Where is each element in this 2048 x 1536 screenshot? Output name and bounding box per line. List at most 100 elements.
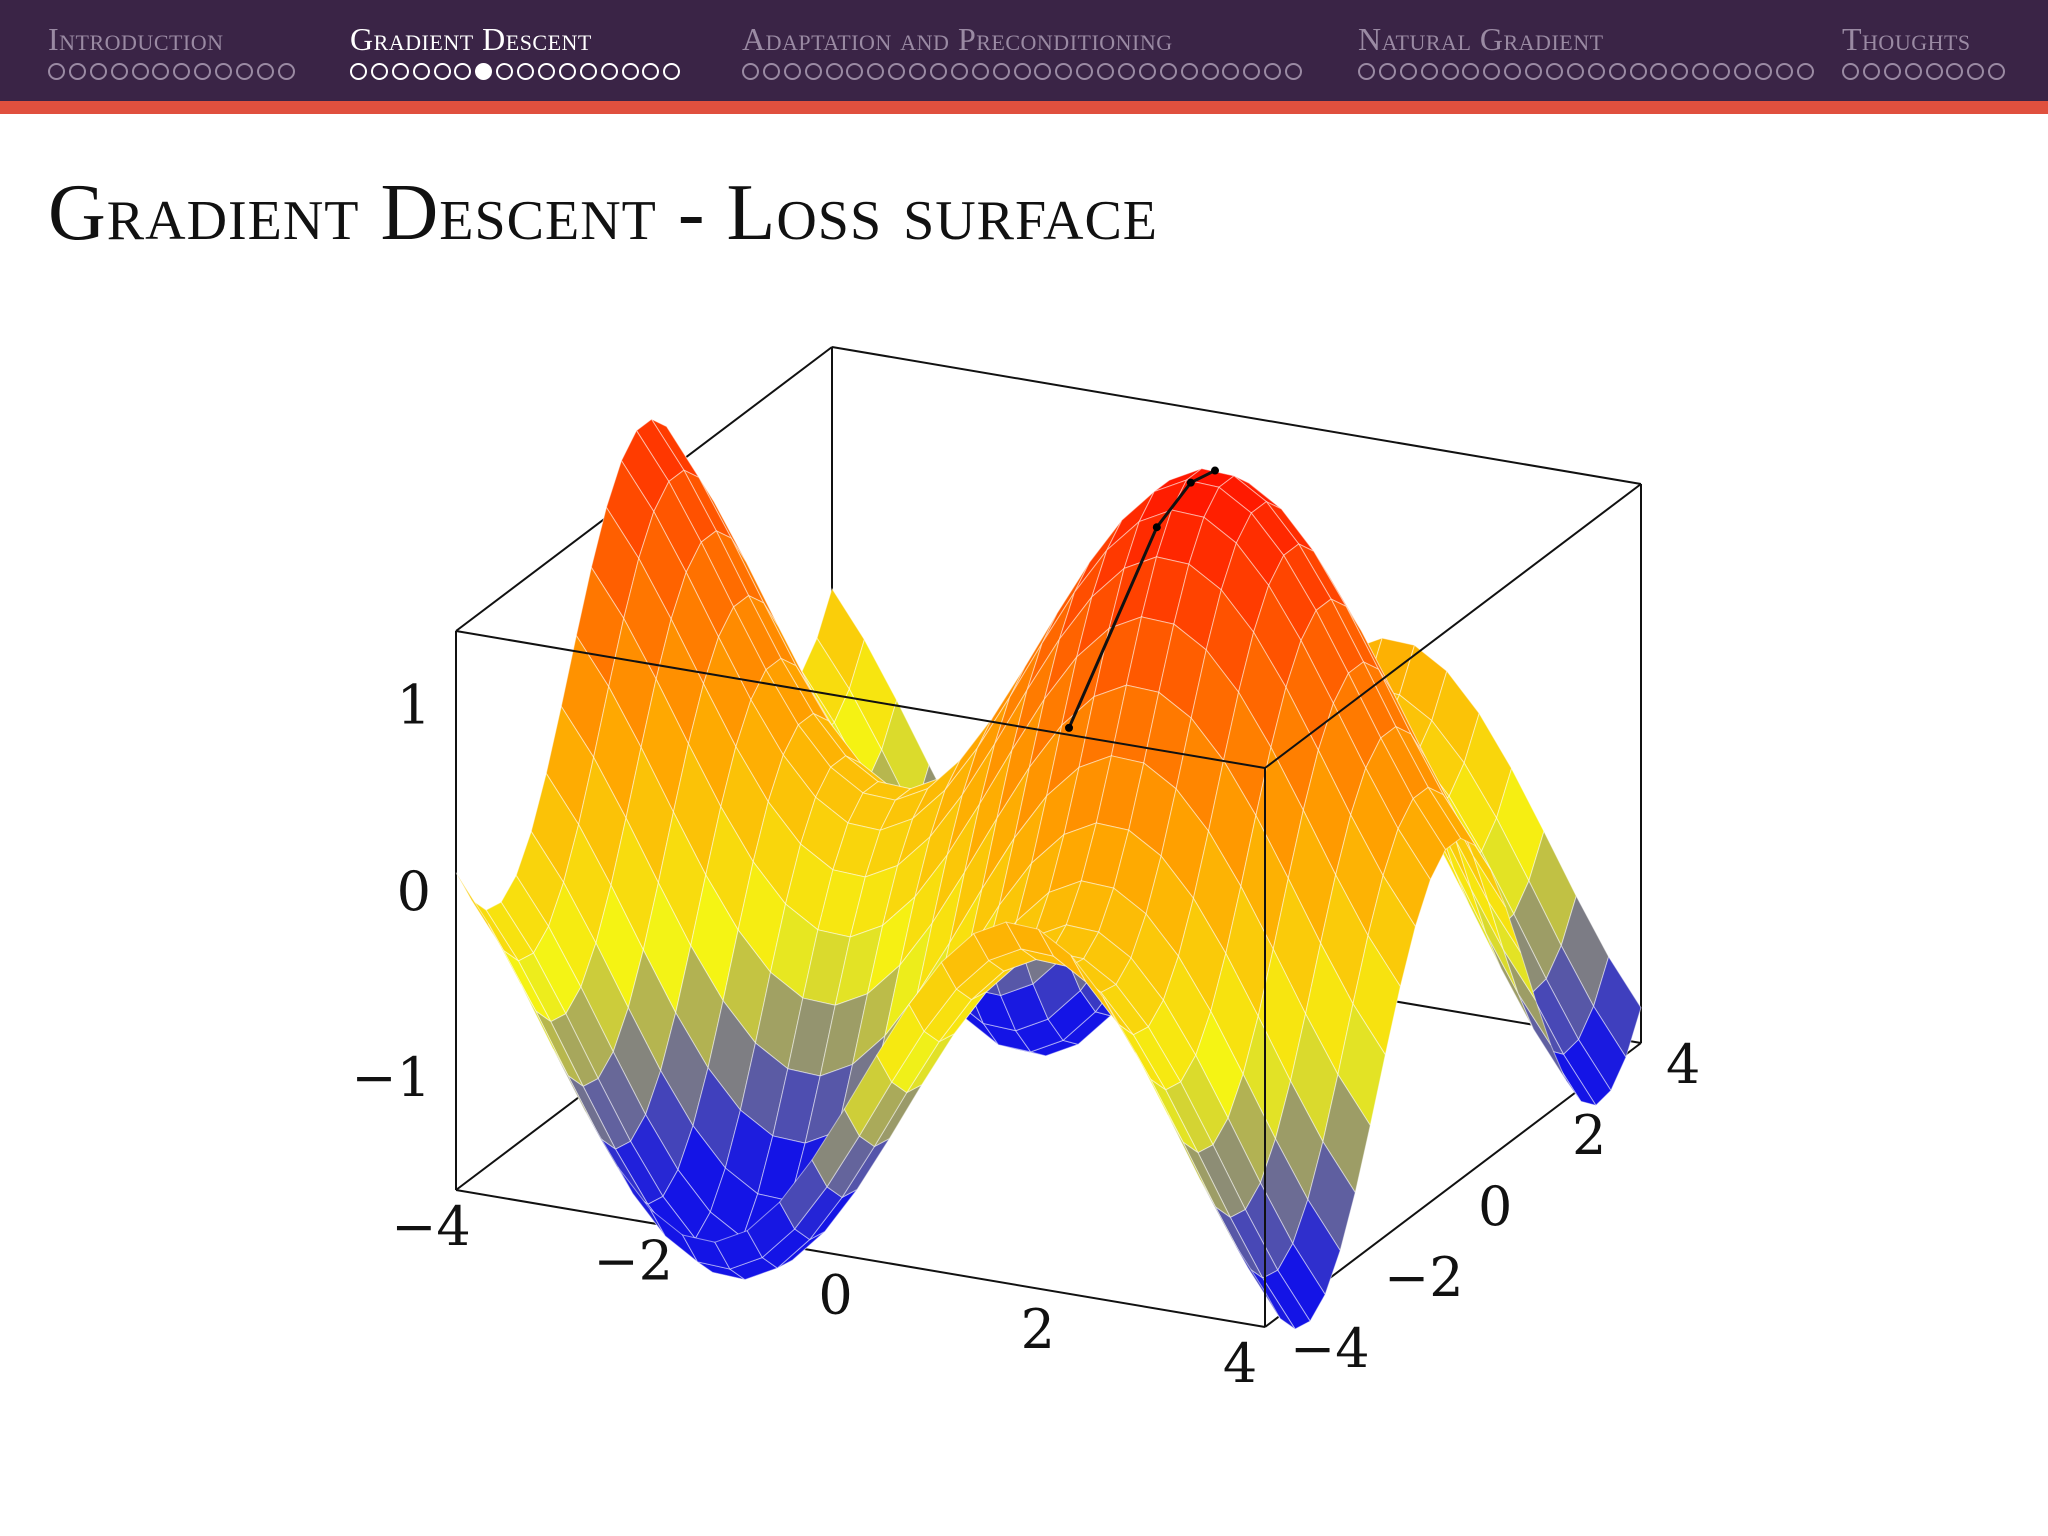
- nav-dot[interactable]: [1883, 63, 1901, 80]
- nav-dot[interactable]: [194, 63, 212, 80]
- x-tick-label: 0: [818, 1264, 852, 1327]
- axis-box-edge: [455, 630, 1266, 769]
- nav-dot[interactable]: [1504, 63, 1522, 80]
- nav-dot[interactable]: [1967, 63, 1985, 80]
- nav-dot[interactable]: [538, 63, 556, 80]
- nav-dot[interactable]: [433, 63, 451, 80]
- nav-dot[interactable]: [1462, 63, 1480, 80]
- nav-dot[interactable]: [579, 63, 597, 80]
- nav-dot[interactable]: [48, 63, 65, 80]
- nav-dot[interactable]: [131, 63, 149, 80]
- nav-dot[interactable]: [950, 63, 968, 80]
- nav-dot[interactable]: [1904, 63, 1922, 80]
- nav-dot[interactable]: [1055, 63, 1073, 80]
- nav-dot[interactable]: [971, 63, 989, 80]
- nav-dot[interactable]: [1754, 63, 1772, 80]
- nav-dot[interactable]: [391, 63, 409, 80]
- nav-dot[interactable]: [1358, 63, 1375, 80]
- nav-dot[interactable]: [89, 63, 107, 80]
- nav-dot[interactable]: [621, 63, 639, 80]
- nav-dot[interactable]: [558, 63, 576, 80]
- nav-section-label[interactable]: Natural Gradient: [1358, 21, 1604, 57]
- nav-dot[interactable]: [236, 63, 254, 80]
- y-tick-label: 2: [1572, 1104, 1606, 1167]
- nav-dot[interactable]: [256, 63, 274, 80]
- nav-dot[interactable]: [783, 63, 801, 80]
- nav-dot[interactable]: [1013, 63, 1031, 80]
- nav-dot[interactable]: [867, 63, 885, 80]
- nav-dot[interactable]: [825, 63, 843, 80]
- nav-dot[interactable]: [1796, 63, 1814, 80]
- nav-dot[interactable]: [370, 63, 388, 80]
- nav-dot[interactable]: [1692, 63, 1710, 80]
- nav-dot[interactable]: [1420, 63, 1438, 80]
- nav-dot[interactable]: [68, 63, 86, 80]
- nav-dot[interactable]: [1608, 63, 1626, 80]
- nav-dot[interactable]: [475, 63, 493, 80]
- z-tick-label: −1: [351, 1046, 431, 1109]
- nav-dot[interactable]: [1483, 63, 1501, 80]
- nav-dot[interactable]: [1525, 63, 1543, 80]
- nav-dot[interactable]: [642, 63, 660, 80]
- nav-dot[interactable]: [1775, 63, 1793, 80]
- nav-dot[interactable]: [1399, 63, 1417, 80]
- nav-dot[interactable]: [992, 63, 1010, 80]
- nav-dot[interactable]: [804, 63, 822, 80]
- nav-dot[interactable]: [1180, 63, 1198, 80]
- nav-dot[interactable]: [1097, 63, 1115, 80]
- nav-dot[interactable]: [888, 63, 906, 80]
- nav-dot[interactable]: [762, 63, 780, 80]
- nav-dots: [1358, 63, 1814, 87]
- nav-dot[interactable]: [600, 63, 618, 80]
- nav-dot[interactable]: [1988, 63, 2006, 80]
- nav-dot[interactable]: [277, 63, 295, 80]
- y-tick-label: 4: [1666, 1033, 1700, 1096]
- nav-dot[interactable]: [846, 63, 864, 80]
- nav-dot[interactable]: [152, 63, 170, 80]
- nav-dot[interactable]: [1243, 63, 1261, 80]
- nav-dot[interactable]: [1441, 63, 1459, 80]
- nav-dot[interactable]: [663, 63, 681, 80]
- nav-dot[interactable]: [1118, 63, 1136, 80]
- nav-section-label[interactable]: Thoughts: [1842, 21, 1971, 57]
- nav-dot[interactable]: [1734, 63, 1752, 80]
- nav-dot[interactable]: [1650, 63, 1668, 80]
- nav-section-label[interactable]: Introduction: [48, 21, 224, 57]
- nav-dot[interactable]: [1076, 63, 1094, 80]
- nav-dot[interactable]: [1925, 63, 1943, 80]
- nav-dot[interactable]: [1222, 63, 1240, 80]
- nav-dot[interactable]: [1713, 63, 1731, 80]
- nav-section-label[interactable]: Gradient Descent: [350, 21, 592, 57]
- nav-dot[interactable]: [412, 63, 430, 80]
- nav-dot[interactable]: [1034, 63, 1052, 80]
- nav-dot[interactable]: [930, 63, 948, 80]
- nav-section-label[interactable]: Adaptation and Preconditioning: [742, 21, 1173, 57]
- nav-dot[interactable]: [1201, 63, 1219, 80]
- nav-dot[interactable]: [1285, 63, 1303, 80]
- slide-title: Gradient Descent - Loss surface: [48, 169, 1159, 257]
- nav-dot[interactable]: [1946, 63, 1964, 80]
- gradient-point: [1211, 466, 1219, 475]
- nav-dot[interactable]: [1264, 63, 1282, 80]
- nav-dot[interactable]: [1587, 63, 1605, 80]
- nav-dot[interactable]: [1842, 63, 1859, 80]
- nav-dot[interactable]: [1566, 63, 1584, 80]
- nav-dot[interactable]: [742, 63, 759, 80]
- nav-dot[interactable]: [517, 63, 535, 80]
- nav-dot[interactable]: [909, 63, 927, 80]
- nav-dot[interactable]: [215, 63, 233, 80]
- nav-dot[interactable]: [110, 63, 128, 80]
- nav-dot[interactable]: [454, 63, 472, 80]
- nav-dot[interactable]: [1671, 63, 1689, 80]
- nav-dot[interactable]: [1629, 63, 1647, 80]
- z-tick-label: 0: [397, 860, 431, 923]
- nav-dot[interactable]: [1138, 63, 1156, 80]
- nav-dot[interactable]: [1546, 63, 1564, 80]
- nav-dot[interactable]: [496, 63, 514, 80]
- nav-dot[interactable]: [1378, 63, 1396, 80]
- nav-dot[interactable]: [350, 63, 367, 80]
- nav-dot[interactable]: [173, 63, 191, 80]
- nav-dot[interactable]: [1159, 63, 1177, 80]
- nav-dot[interactable]: [1862, 63, 1880, 80]
